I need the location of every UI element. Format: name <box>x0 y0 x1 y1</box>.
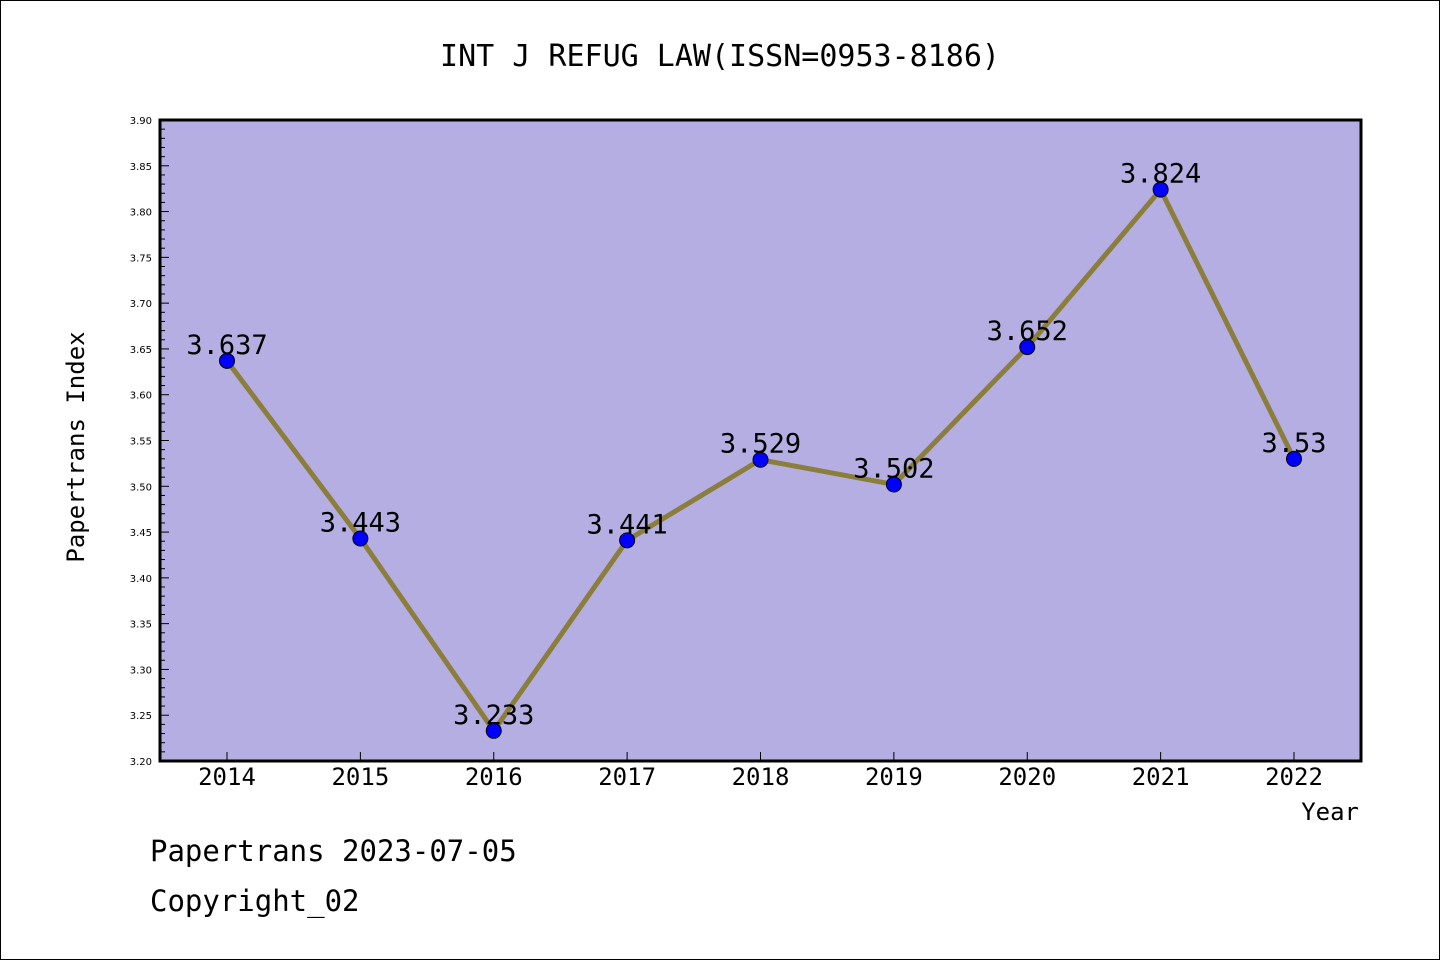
data-label: 3.53 <box>1261 428 1326 459</box>
x-axis-label: Year <box>1301 798 1359 826</box>
x-tick-label: 2016 <box>465 763 523 791</box>
y-tick-label: 3.55 <box>130 437 152 448</box>
y-tick-label: 3.80 <box>130 208 152 219</box>
x-tick-label: 2019 <box>865 763 923 791</box>
y-axis: 3.20 3.25 3.30 3.35 3.40 3.45 3.50 3.55 3.60 3.65… <box>130 116 169 768</box>
data-point <box>485 722 502 739</box>
x-tick-label: 2018 <box>732 763 790 791</box>
y-tick-label: 3.20 <box>130 757 152 768</box>
data-label: 3.443 <box>320 507 401 538</box>
chart-title: INT J REFUG LAW(ISSN=0953-8186) <box>440 39 1000 74</box>
y-tick-label: 3.50 <box>130 482 152 493</box>
y-tick-label: 3.25 <box>130 711 152 722</box>
footer-date: Papertrans 2023-07-05 <box>150 834 517 868</box>
data-point <box>219 352 235 369</box>
data-label: 3.233 <box>453 700 534 731</box>
footer-copyright: Copyright_02 <box>150 884 360 918</box>
y-tick-label: 3.85 <box>130 162 152 173</box>
y-tick-label: 3.40 <box>130 574 152 585</box>
y-tick-label: 3.70 <box>130 299 152 310</box>
y-tick-label: 3.90 <box>130 116 152 127</box>
data-point <box>619 532 636 549</box>
data-label: 3.652 <box>987 316 1068 347</box>
data-point <box>1152 181 1169 198</box>
plot-area <box>158 118 1363 763</box>
data-point <box>352 530 369 547</box>
data-label: 3.824 <box>1120 159 1201 190</box>
data-label: 3.441 <box>586 509 667 540</box>
data-point <box>1286 450 1302 467</box>
x-tick-label: 2022 <box>1265 763 1323 791</box>
x-tick-label: 2017 <box>598 763 656 791</box>
y-tick-label: 3.45 <box>130 528 152 539</box>
data-label: 3.637 <box>186 330 267 361</box>
y-tick-label: 3.35 <box>130 620 152 631</box>
data-labels: 3.637 3.443 3.233 3.441 3.529 3.502 3.652 3.824… <box>186 159 1326 731</box>
y-tick-label: 3.60 <box>130 391 152 402</box>
y-tick-label: 3.65 <box>130 345 152 356</box>
data-point <box>885 476 902 493</box>
x-axis: 2014 2015 2016 2017 2018 2019 2020 2021 2022 <box>198 752 1323 791</box>
x-tick-label: 2015 <box>331 763 389 791</box>
y-tick-label: 3.75 <box>130 253 152 264</box>
data-point <box>1019 339 1036 356</box>
x-tick-label: 2021 <box>1132 763 1190 791</box>
y-axis-label: Papertrans Index <box>62 331 90 562</box>
y-tick-label: 3.30 <box>130 665 152 676</box>
series-markers <box>219 181 1302 739</box>
data-label: 3.502 <box>853 453 934 484</box>
x-tick-label: 2020 <box>998 763 1056 791</box>
data-label: 3.529 <box>720 429 801 460</box>
x-tick-label: 2014 <box>198 763 256 791</box>
data-point <box>752 451 769 468</box>
